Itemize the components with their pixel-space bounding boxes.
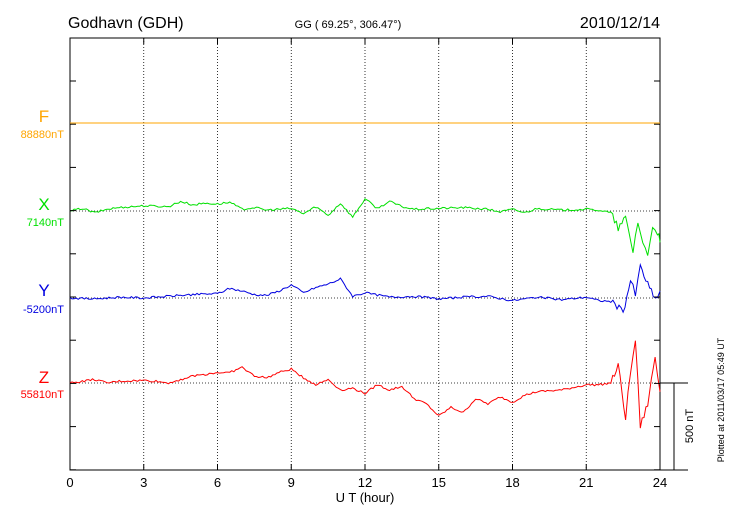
baseline-value-z: 55810nT xyxy=(21,389,65,401)
baseline-value-y: -5200nT xyxy=(23,304,64,316)
scale-bar: 500 nT xyxy=(660,382,696,471)
x-tick-label-0: 0 xyxy=(66,475,73,490)
chart-title: Godhavn (GDH) xyxy=(68,15,184,32)
x-axis-label: U T (hour) xyxy=(336,490,395,505)
series-line-z xyxy=(69,340,661,429)
tick-layer: 0 3 6 9 12 15 18 21 24 xyxy=(66,38,667,490)
plotted-at-note: Plotted at 2011/03/17 05:49 UT xyxy=(716,337,726,462)
x-tick-label-2: 6 xyxy=(214,475,221,490)
chart-subtitle: GG ( 69.25°, 306.47°) xyxy=(295,19,402,31)
series-line-y xyxy=(69,262,661,314)
series-line-x xyxy=(69,198,661,256)
series-name-x: X xyxy=(38,195,49,214)
baseline-value-f: 88880nT xyxy=(21,129,65,141)
series-name-f: F xyxy=(39,107,49,126)
series-name-y: Y xyxy=(38,281,49,300)
scale-bar-label: 500 nT xyxy=(684,409,696,444)
x-tick-label-6: 18 xyxy=(505,475,519,490)
series-layer xyxy=(69,122,661,429)
x-tick-label-4: 12 xyxy=(358,475,372,490)
baseline-value-x: 7140nT xyxy=(27,217,65,229)
x-tick-label-7: 21 xyxy=(579,475,593,490)
x-tick-label-8: 24 xyxy=(653,475,667,490)
grid-layer xyxy=(143,38,587,470)
x-tick-label-5: 15 xyxy=(432,475,446,490)
chart-date: 2010/12/14 xyxy=(580,15,660,32)
x-tick-label-3: 9 xyxy=(288,475,295,490)
series-name-z: Z xyxy=(39,368,49,387)
label-layer: F 88880nT X 7140nT Y -5200nT Z 55810nT xyxy=(21,107,65,401)
x-tick-label-1: 3 xyxy=(140,475,147,490)
